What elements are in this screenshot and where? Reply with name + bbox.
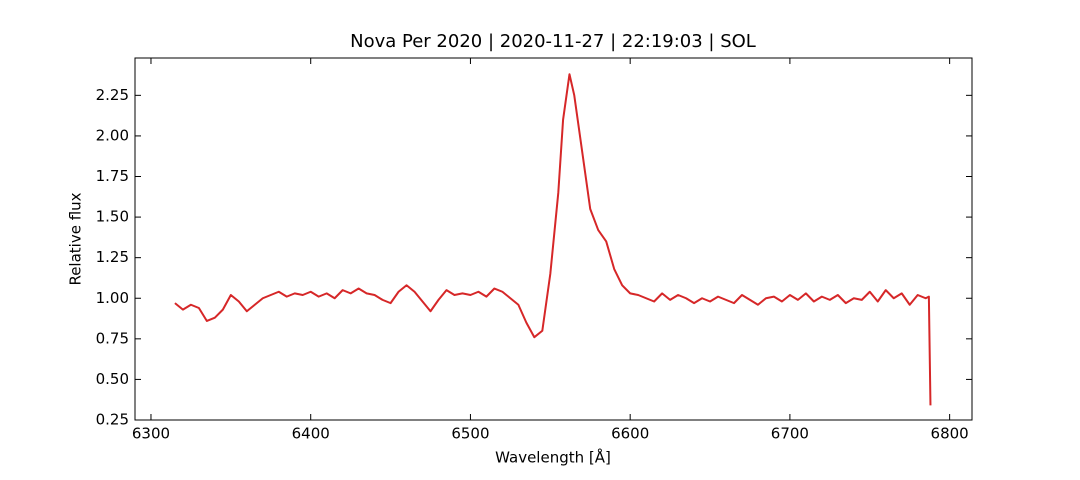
- plot-frame: [134, 57, 973, 421]
- spectrum-line: [174, 73, 932, 406]
- x-tick-label: 6700: [771, 425, 809, 443]
- x-tick-label: 6800: [931, 425, 969, 443]
- y-tick-label: 0.50: [96, 370, 129, 388]
- x-tick-label: 6500: [451, 425, 489, 443]
- y-tick-label: 0.25: [96, 411, 129, 429]
- y-tick-label: 1.25: [96, 248, 129, 266]
- x-axis-label: Wavelength [Å]: [495, 448, 611, 467]
- y-axis-label: Relative flux: [67, 192, 85, 285]
- y-tick-label: 1.50: [96, 208, 129, 226]
- y-tick-label: 2.00: [96, 126, 129, 144]
- y-tick-label: 0.75: [96, 329, 129, 347]
- x-tick-label: 6400: [292, 425, 330, 443]
- y-tick-label: 1.75: [96, 167, 129, 185]
- y-tick-label: 1.00: [96, 289, 129, 307]
- x-tick-label: 6300: [132, 425, 170, 443]
- x-tick-label: 6600: [611, 425, 649, 443]
- y-tick-label: 2.25: [96, 86, 129, 104]
- chart-title: Nova Per 2020 | 2020-11-27 | 22:19:03 | …: [350, 31, 756, 52]
